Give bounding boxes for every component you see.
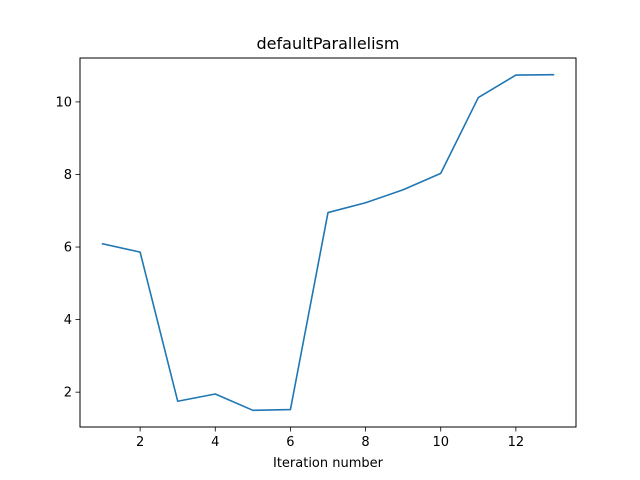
x-tick-label: 12 <box>508 435 525 450</box>
plot-area <box>79 57 577 428</box>
x-axis-label: Iteration number <box>273 456 384 471</box>
y-tick-label: 2 <box>64 386 72 401</box>
x-tick-label: 2 <box>136 435 144 450</box>
plot-frame <box>79 57 577 428</box>
series-layer <box>101 73 555 412</box>
series-line <box>101 73 555 412</box>
y-tick-label: 8 <box>64 168 72 183</box>
x-tick-label: 4 <box>211 435 219 450</box>
x-tick-label: 6 <box>286 435 294 450</box>
y-axis: 2 4 6 8 10 <box>55 95 80 401</box>
chart-title: defaultParallelism <box>257 34 400 53</box>
x-axis: 2 4 6 8 10 12 <box>136 427 524 450</box>
y-tick-label: 10 <box>55 95 72 110</box>
x-tick-label: 8 <box>361 435 369 450</box>
y-tick-label: 6 <box>64 241 72 256</box>
x-tick-label: 10 <box>432 435 449 450</box>
y-tick-label: 4 <box>64 313 72 328</box>
